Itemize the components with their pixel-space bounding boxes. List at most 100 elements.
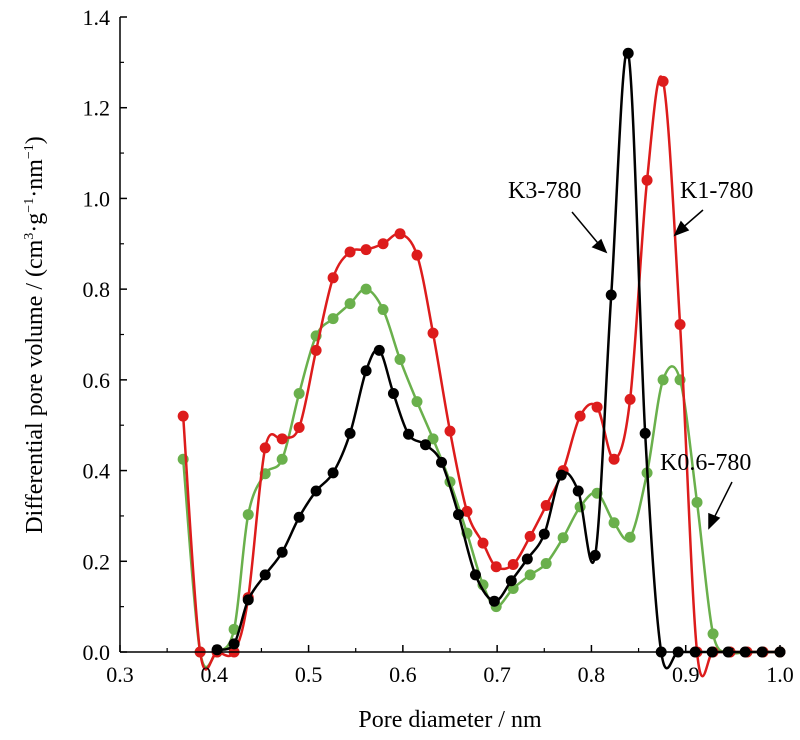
data-point-k1-780 — [327, 272, 339, 284]
x-axis-title: Pore diameter / nm — [358, 707, 542, 733]
data-point-k1-780 — [641, 174, 653, 186]
series-line-k0.6-780 — [181, 287, 780, 669]
data-point-k1-780 — [177, 410, 189, 422]
data-point-k0.6-780 — [394, 353, 406, 365]
series-line-k3-780 — [216, 50, 780, 670]
data-point-k1-780 — [674, 319, 686, 331]
data-point-k1-780 — [657, 75, 669, 87]
x-tick-label: 0.4 — [201, 662, 229, 687]
y-tick-label: 1.2 — [83, 96, 111, 121]
data-point-k1-780 — [344, 246, 356, 258]
data-point-k0.6-780 — [360, 283, 372, 295]
data-point-k3-780 — [276, 546, 288, 558]
y-axis-title-sup2: −1 — [22, 198, 37, 213]
arrow-k0.6-780 — [711, 481, 733, 523]
data-point-k0.6-780 — [344, 298, 356, 310]
data-point-k3-780 — [344, 427, 356, 439]
arrow-head-k0.6-780 — [708, 512, 721, 530]
data-point-k1-780 — [461, 505, 473, 517]
data-point-k0.6-780 — [691, 496, 703, 508]
data-point-k3-780 — [452, 509, 464, 521]
data-point-k1-780 — [310, 344, 322, 356]
y-tick-label: 0.2 — [83, 549, 111, 574]
data-point-k0.6-780 — [608, 517, 620, 529]
data-point-k1-780 — [293, 421, 305, 433]
data-point-k0.6-780 — [707, 628, 719, 640]
data-point-k3-780 — [259, 569, 271, 581]
data-point-k0.6-780 — [293, 387, 305, 399]
annotation-k3-780: K3-780 — [508, 178, 581, 204]
arrow-k3-780 — [571, 211, 603, 249]
y-tick-label: 1.4 — [83, 5, 111, 30]
data-point-k1-780 — [574, 410, 586, 422]
arrow-head-k1-780 — [673, 220, 690, 237]
data-point-k3-780 — [327, 467, 339, 479]
plot-content — [177, 47, 786, 678]
data-point-k3-780 — [360, 365, 372, 377]
x-tick-label: 0.3 — [106, 662, 134, 687]
data-point-k3-780 — [469, 569, 481, 581]
data-point-k3-780 — [538, 528, 550, 540]
x-tick-label: 1.0 — [766, 662, 794, 687]
y-tick-label: 0.8 — [83, 277, 111, 302]
y-axis-title-mid1: ·g — [22, 213, 48, 233]
data-point-k3-780 — [211, 644, 223, 656]
data-point-k3-780 — [373, 344, 385, 356]
ticks: 0.3 0.4 0.5 0.6 0.7 0.8 0.9 1.0 0.0 0.2 0.4 0.6 0.8 1… — [83, 5, 794, 687]
annotation-k1-780: K1-780 — [680, 178, 753, 204]
data-point-k3-780 — [488, 595, 500, 607]
data-point-k0.6-780 — [327, 313, 339, 325]
data-point-k1-780 — [444, 425, 456, 437]
y-tick-label: 0.6 — [83, 368, 111, 393]
data-point-k0.6-780 — [377, 304, 389, 316]
data-point-k3-780 — [589, 549, 601, 561]
data-point-k3-780 — [572, 485, 584, 497]
data-point-k1-780 — [591, 401, 603, 413]
y-tick-label: 0.4 — [83, 459, 111, 484]
x-tick-label: 0.5 — [295, 662, 323, 687]
data-point-k1-780 — [624, 393, 636, 405]
data-point-k3-780 — [505, 575, 517, 587]
x-tick-label: 0.9 — [672, 662, 700, 687]
data-point-k1-780 — [360, 244, 372, 256]
x-tick-label: 0.6 — [389, 662, 417, 687]
series-line-k1-780 — [181, 75, 780, 678]
data-point-k3-780 — [436, 456, 448, 468]
data-point-k3-780 — [228, 638, 240, 650]
data-point-k1-780 — [259, 442, 271, 454]
data-point-k3-780 — [403, 428, 415, 440]
data-point-k3-780 — [310, 485, 322, 497]
data-point-k1-780 — [276, 433, 288, 445]
data-point-k1-780 — [524, 530, 536, 542]
data-point-k1-780 — [427, 327, 439, 339]
data-point-k0.6-780 — [427, 433, 439, 445]
data-point-k0.6-780 — [540, 558, 552, 570]
data-point-k3-780 — [555, 469, 567, 481]
data-point-k0.6-780 — [624, 531, 636, 543]
data-point-k1-780 — [540, 500, 552, 511]
data-point-k3-780 — [293, 511, 305, 523]
data-point-k0.6-780 — [411, 396, 423, 408]
data-point-k1-780 — [377, 238, 389, 250]
data-point-k1-780 — [490, 561, 502, 573]
y-axis-title-sup1: 3 — [22, 233, 37, 240]
data-point-k0.6-780 — [228, 623, 240, 635]
data-point-k0.6-780 — [657, 374, 669, 386]
data-point-k3-780 — [242, 594, 254, 606]
y-tick-label: 0.0 — [83, 640, 111, 665]
y-axis-title-mid2: ·nm — [22, 159, 48, 198]
data-point-k0.6-780 — [524, 569, 536, 581]
y-axis-title-end: ) — [22, 136, 48, 144]
x-tick-label: 0.8 — [578, 662, 606, 687]
annotation-arrows — [571, 209, 733, 530]
arrow-head-k3-780 — [591, 238, 608, 254]
data-point-k1-780 — [507, 558, 519, 570]
data-point-k0.6-780 — [557, 532, 569, 544]
data-point-k3-780 — [639, 427, 651, 439]
data-point-k0.6-780 — [276, 453, 288, 465]
data-point-k3-780 — [605, 289, 617, 301]
data-point-k1-780 — [411, 249, 423, 261]
data-point-k3-780 — [622, 47, 634, 59]
data-point-k3-780 — [521, 553, 533, 565]
y-axis-title: Differential pore volume / (cm3·g−1·nm−1… — [22, 136, 48, 534]
